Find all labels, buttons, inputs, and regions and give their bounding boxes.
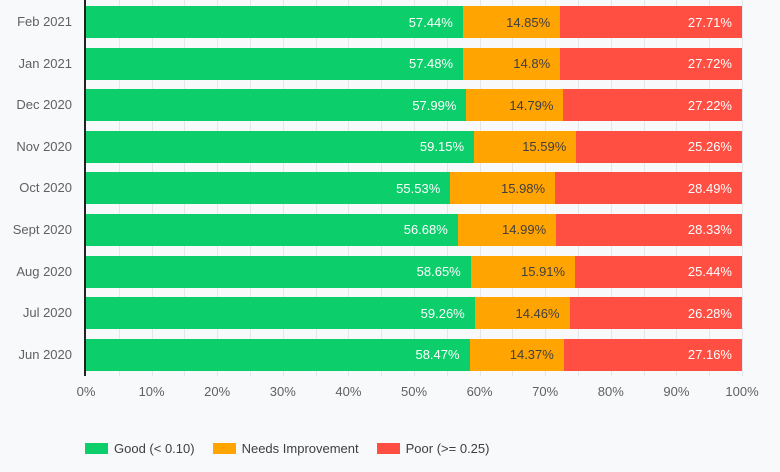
legend-label: Poor (>= 0.25) — [405, 441, 490, 456]
bar-segment-good[interactable]: 57.99% — [86, 89, 467, 122]
x-axis-label: 30% — [269, 384, 296, 399]
y-axis-line — [84, 0, 86, 376]
x-axis-tick-labels: 0% 10% 20% 30% 40% 50% 60% 70% 80% 90% 100% — [77, 384, 759, 399]
bar-segment-poor[interactable]: 25.26% — [576, 130, 742, 163]
x-axis-label: 100% — [725, 384, 759, 399]
bar-segment-good[interactable]: 59.15% — [86, 130, 475, 163]
bar-segment-good[interactable]: 57.44% — [86, 6, 463, 38]
bar-segment-good[interactable]: 56.68% — [86, 213, 458, 246]
bar-row: 58.47% 14.37% 27.16% — [86, 338, 742, 371]
bar-segment-good[interactable]: 59.26% — [86, 297, 475, 330]
legend: Good (< 0.10) Needs Improvement Poor (>= 0… — [85, 441, 489, 456]
bar-segment-needs_improvement[interactable]: 14.46% — [474, 297, 570, 330]
legend-swatch-needs_improvement — [212, 443, 236, 454]
row-label: Dec 2020 — [16, 97, 72, 113]
bar-row: 57.99% 14.79% 27.22% — [86, 89, 742, 122]
row-label: Jun 2020 — [18, 346, 73, 362]
bar-segment-needs_improvement[interactable]: 15.91% — [470, 255, 576, 288]
bar-segment-poor[interactable]: 28.49% — [555, 172, 742, 205]
bar-segment-poor[interactable]: 27.72% — [560, 47, 742, 80]
bar-segment-needs_improvement[interactable]: 15.59% — [474, 130, 577, 163]
bar-segment-poor[interactable]: 25.44% — [575, 255, 742, 288]
legend-item: Poor (>= 0.25) — [376, 441, 490, 456]
x-axis-label: 10% — [138, 384, 165, 399]
bar-row: 59.26% 14.46% 26.28% — [86, 297, 742, 330]
x-axis-label: 0% — [76, 384, 96, 399]
row-label: Jul 2020 — [22, 305, 72, 321]
bar-segment-needs_improvement[interactable]: 14.37% — [469, 338, 564, 371]
legend-swatch-good — [85, 443, 108, 454]
row-label: Nov 2020 — [16, 138, 72, 154]
bar-segment-needs_improvement[interactable]: 15.98% — [450, 172, 556, 205]
row-label: Jan 2021 — [18, 55, 73, 71]
bar-segment-poor[interactable]: 27.71% — [560, 6, 742, 38]
bar-segment-needs_improvement[interactable]: 14.79% — [466, 89, 564, 122]
legend-swatch-poor — [376, 443, 400, 454]
row-label: Aug 2020 — [16, 263, 72, 279]
x-axis-label: 20% — [204, 384, 231, 399]
bar-segment-poor[interactable]: 27.16% — [563, 338, 742, 371]
x-axis-label: 60% — [466, 384, 493, 399]
bar-segment-needs_improvement[interactable]: 14.85% — [462, 6, 561, 38]
bar-row: 55.53% 15.98% 28.49% — [86, 172, 742, 205]
bar-segment-good[interactable]: 55.53% — [86, 172, 451, 205]
stacked-bars: 57.44% 14.85% 27.71% 57.48% 14.8% 27.72% 57.99… — [86, 6, 742, 371]
bar-segment-poor[interactable]: 27.22% — [563, 89, 742, 122]
legend-label: Good (< 0.10) — [114, 441, 195, 456]
legend-item: Good (< 0.10) — [85, 441, 195, 456]
x-axis-label: 80% — [597, 384, 624, 399]
gridline — [742, 0, 743, 376]
x-axis-label: 40% — [335, 384, 362, 399]
x-axis-label: 70% — [532, 384, 559, 399]
bar-row: 56.68% 14.99% 28.33% — [86, 213, 742, 246]
bar-row: 57.48% 14.8% 27.72% — [86, 47, 742, 80]
bar-segment-poor[interactable]: 26.28% — [569, 297, 742, 330]
row-label: Sept 2020 — [12, 221, 72, 237]
bar-segment-poor[interactable]: 28.33% — [556, 213, 742, 246]
bar-segment-good[interactable]: 57.48% — [86, 47, 464, 80]
legend-item: Needs Improvement — [212, 441, 359, 456]
bar-segment-good[interactable]: 58.65% — [86, 255, 471, 288]
row-label: Feb 2021 — [17, 14, 72, 29]
y-axis-category-labels: Feb 2021 Jan 2021 Dec 2020 Nov 2020 Oct 2020… — [0, 6, 72, 371]
row-label: Oct 2020 — [19, 180, 72, 196]
bar-segment-good[interactable]: 58.47% — [86, 338, 470, 371]
x-axis-label: 50% — [400, 384, 428, 399]
bar-row: 59.15% 15.59% 25.26% — [86, 130, 742, 163]
x-axis-label: 90% — [663, 384, 690, 399]
bar-segment-needs_improvement[interactable]: 14.8% — [463, 47, 561, 80]
bar-row: 57.44% 14.85% 27.71% — [86, 6, 742, 38]
bar-segment-needs_improvement[interactable]: 14.99% — [457, 213, 557, 246]
legend-label: Needs Improvement — [241, 441, 359, 456]
bar-row: 58.65% 15.91% 25.44% — [86, 255, 742, 288]
